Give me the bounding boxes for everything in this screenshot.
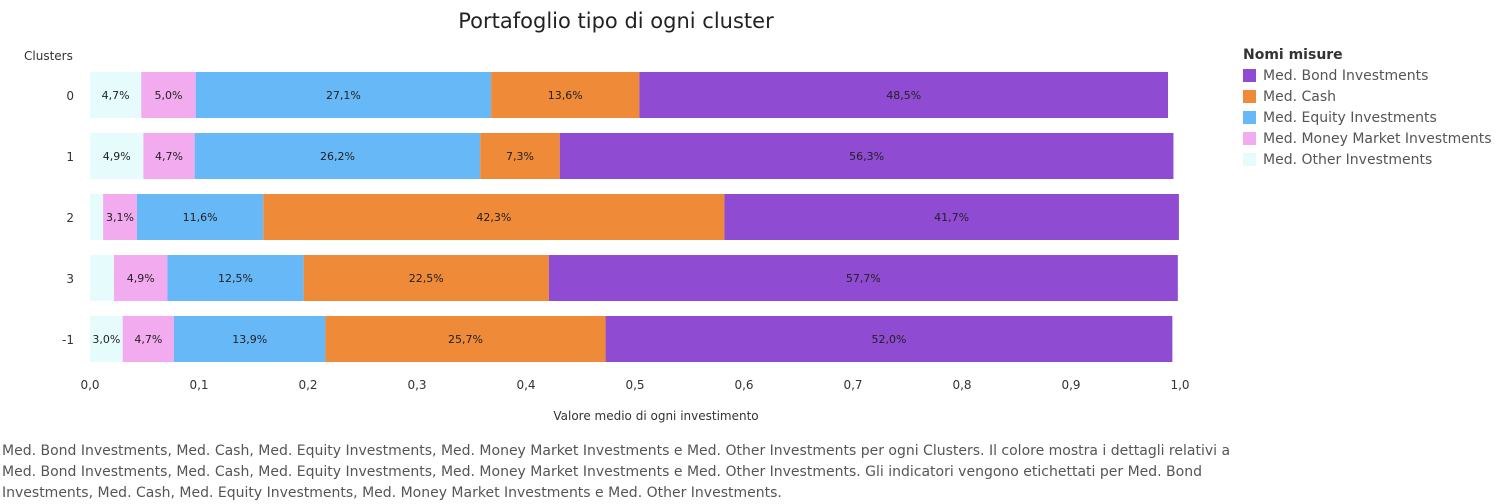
y-tick-label: 2: [66, 211, 74, 225]
stacked-bar-chart: Portafoglio tipo di ogni cluster Cluster…: [24, 9, 1190, 423]
x-tick-label: 0,8: [952, 378, 971, 392]
legend-swatch: [1243, 153, 1256, 166]
bar-segment[interactable]: [559, 133, 1174, 179]
data-label: 41,7%: [934, 211, 969, 224]
legend-swatch: [1243, 132, 1256, 145]
bar-segment[interactable]: [90, 133, 144, 179]
data-label: 48,5%: [886, 89, 921, 102]
legend-swatch: [1243, 69, 1256, 82]
data-label: 27,1%: [326, 89, 361, 102]
x-tick-label: 1,0: [1170, 378, 1189, 392]
x-tick-label: 0,9: [1061, 378, 1080, 392]
legend-item[interactable]: Med. Other Investments: [1243, 149, 1492, 170]
y-tick-label: 0: [66, 89, 74, 103]
bar-segment[interactable]: [90, 72, 142, 118]
y-tick-label: 3: [66, 272, 74, 286]
bar-segment[interactable]: [141, 72, 196, 118]
data-label: 4,7%: [134, 333, 162, 346]
bar-segment[interactable]: [480, 133, 560, 179]
bar-segment[interactable]: [122, 316, 174, 362]
data-label: 3,1%: [106, 211, 134, 224]
legend-item[interactable]: Med. Money Market Investments: [1243, 128, 1492, 149]
bar-segment[interactable]: [548, 255, 1178, 301]
bar-segment[interactable]: [167, 255, 304, 301]
bar-segment[interactable]: [90, 255, 114, 301]
data-label: 26,2%: [320, 150, 355, 163]
y-tick-label: 1: [66, 150, 74, 164]
legend-label: Med. Bond Investments: [1263, 67, 1429, 84]
x-tick-label: 0,0: [80, 378, 99, 392]
data-label: 52,0%: [871, 333, 906, 346]
x-tick-label: 0,2: [298, 378, 317, 392]
y-axis-title: Clusters: [24, 49, 73, 63]
chart-title: Portafoglio tipo di ogni cluster: [458, 9, 774, 33]
legend-swatch: [1243, 111, 1256, 124]
x-axis-ticks: 0,0 0,1 0,2 0,3 0,4 0,5 0,6 0,7 0,8 0,9 1,0: [80, 378, 1189, 392]
bar-segment[interactable]: [143, 133, 195, 179]
data-label: 7,3%: [506, 150, 534, 163]
legend-item[interactable]: Med. Cash: [1243, 86, 1492, 107]
data-label: 5,0%: [155, 89, 183, 102]
x-axis-title: Valore medio di ogni investimento: [553, 409, 758, 423]
bar-segment[interactable]: [194, 133, 481, 179]
legend-label: Med. Other Investments: [1263, 151, 1433, 168]
y-axis-ticks: 0 1 2 3 -1: [62, 89, 74, 347]
legend-item[interactable]: Med. Equity Investments: [1243, 107, 1492, 128]
data-label: 57,7%: [846, 272, 881, 285]
legend-item[interactable]: Med. Bond Investments: [1243, 65, 1492, 86]
bar-segment[interactable]: [136, 194, 264, 240]
x-tick-label: 0,5: [625, 378, 644, 392]
bar-segment[interactable]: [90, 194, 104, 240]
x-tick-label: 0,3: [407, 378, 426, 392]
x-tick-label: 0,4: [516, 378, 535, 392]
y-tick-label: -1: [62, 333, 74, 347]
legend-label: Med. Money Market Investments: [1263, 130, 1492, 147]
bar-segment[interactable]: [195, 72, 492, 118]
bar-segment[interactable]: [605, 316, 1173, 362]
bar-segment[interactable]: [724, 194, 1179, 240]
bar-segment[interactable]: [303, 255, 549, 301]
data-label: 4,7%: [155, 150, 183, 163]
bar-segment[interactable]: [263, 194, 725, 240]
legend-swatch: [1243, 90, 1256, 103]
data-label: 11,6%: [183, 211, 218, 224]
bar-segment[interactable]: [113, 255, 168, 301]
legend-title: Nomi misure: [1243, 47, 1343, 63]
chart-caption: Med. Bond Investments, Med. Cash, Med. E…: [2, 443, 1231, 501]
x-tick-label: 0,7: [843, 378, 862, 392]
data-label: 4,9%: [127, 272, 155, 285]
data-label: 42,3%: [476, 211, 511, 224]
x-tick-label: 0,6: [734, 378, 753, 392]
bar-segment[interactable]: [491, 72, 640, 118]
data-label: 12,5%: [218, 272, 253, 285]
data-label: 4,9%: [103, 150, 131, 163]
bar-segment[interactable]: [90, 316, 123, 362]
legend-label: Med. Cash: [1263, 88, 1337, 105]
data-label: 56,3%: [849, 150, 884, 163]
data-label: 13,6%: [548, 89, 583, 102]
data-label: 25,7%: [448, 333, 483, 346]
data-label: 3,0%: [92, 333, 120, 346]
bar-segment[interactable]: [173, 316, 326, 362]
data-label: 4,7%: [102, 89, 130, 102]
legend-label: Med. Equity Investments: [1263, 109, 1437, 126]
bar-segment[interactable]: [639, 72, 1169, 118]
legend: Nomi misure Med. Bond Investments Med. Ca…: [1243, 47, 1492, 170]
data-label: 13,9%: [232, 333, 267, 346]
bars-layer: 4,7% 5,0% 27,1% 13,6% 48,5% 4,9% 4,7% 26,2% 7,3%…: [80, 65, 1190, 369]
legend-items: Med. Bond Investments Med. Cash Med. Equit…: [1243, 65, 1492, 170]
data-label: 22,5%: [409, 272, 444, 285]
bar-segment[interactable]: [103, 194, 137, 240]
x-tick-label: 0,1: [189, 378, 208, 392]
bar-segment[interactable]: [325, 316, 606, 362]
